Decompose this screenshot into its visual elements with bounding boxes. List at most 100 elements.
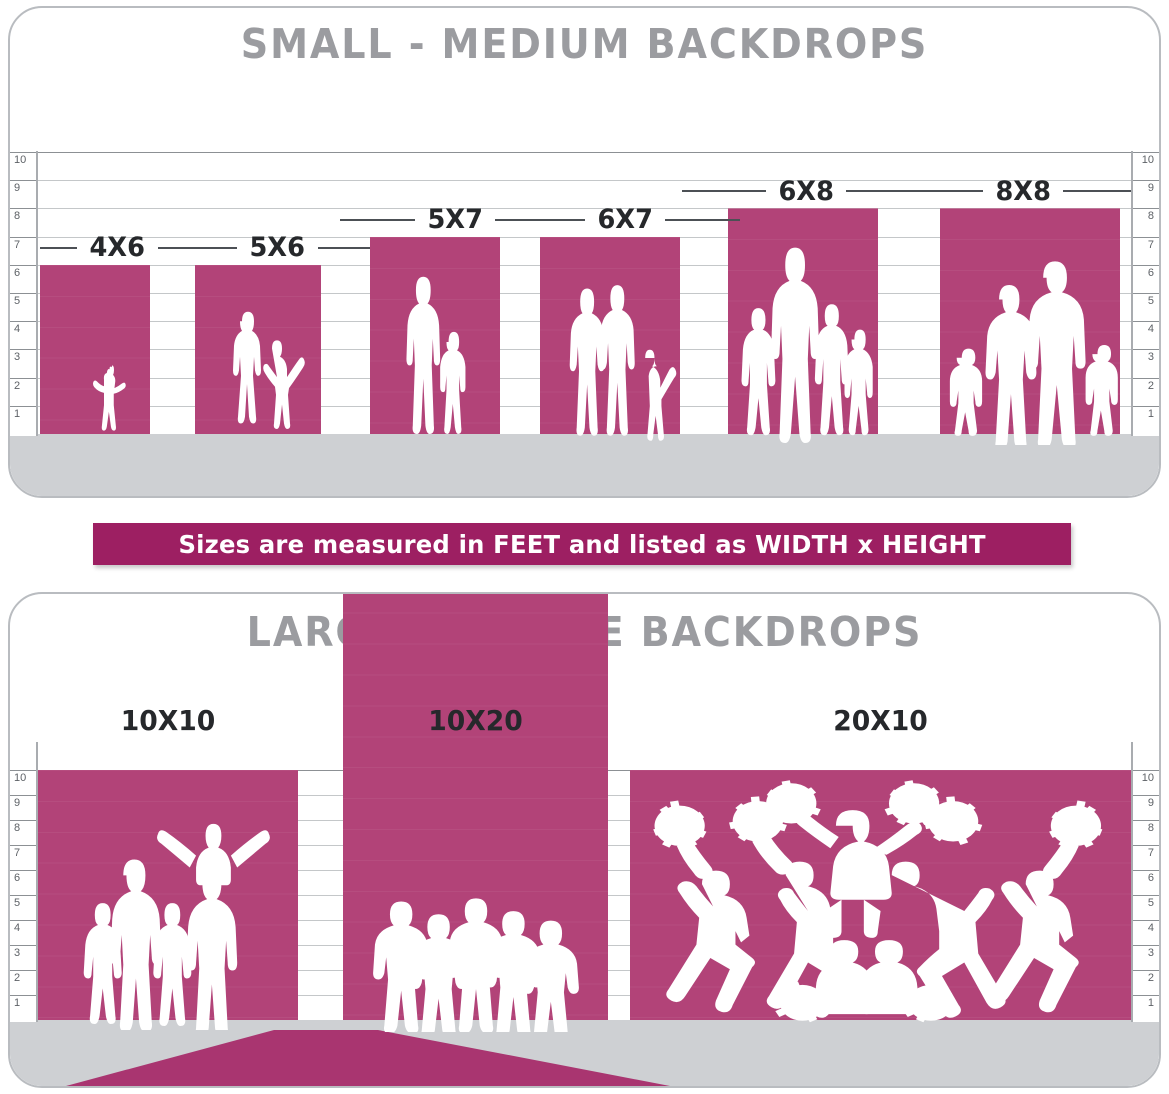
- leader-line-left: [898, 190, 983, 193]
- panel-title-small-medium: SMALL - MEDIUM BACKDROPS: [240, 20, 929, 68]
- scale-tick-3: 3: [1133, 945, 1159, 959]
- size-label-text: 8X8: [995, 175, 1051, 207]
- scale-tick-7: 7: [10, 236, 36, 251]
- scale-tick-label: 4: [14, 323, 21, 336]
- leader-line-right: [1063, 190, 1149, 193]
- scale-tick-label: 7: [1147, 238, 1154, 251]
- scale-tick-10: 10: [1133, 152, 1159, 166]
- scale-tick-label: 6: [14, 266, 21, 279]
- leader-line-left: [340, 218, 415, 221]
- size-label-10x10: 10X10: [120, 704, 216, 737]
- bar-texture: [40, 264, 150, 434]
- small-medium-backdrops-panel: SMALL - MEDIUM BACKDROPS 1 2 3 4 5 6 7 8 9 10 1 2 3…: [8, 6, 1161, 498]
- scale-tick-label: 6: [1147, 872, 1154, 884]
- size-label-5x6: 5X6: [185, 231, 371, 265]
- scale-ruler-right: 1 2 3 4 5 6 7 8 9 10: [1131, 151, 1159, 436]
- scale-tick-10: 10: [10, 152, 36, 166]
- scale-tick-10: 10: [10, 770, 36, 784]
- size-label-text: 6X7: [597, 204, 653, 236]
- leader-line-left: [510, 218, 585, 221]
- scale-tick-7: 7: [1133, 845, 1159, 859]
- scale-tick-8: 8: [1133, 208, 1159, 222]
- scale-tick-1: 1: [10, 995, 36, 1009]
- scale-tick-label: 1: [14, 997, 21, 1009]
- scale-tick-label: 8: [14, 822, 21, 834]
- scale-tick-label: 10: [1141, 154, 1154, 166]
- measurement-note-banner: Sizes are measured in FEET and listed as…: [93, 523, 1071, 565]
- scale-tick-label: 10: [14, 772, 27, 784]
- backdrop-bar-4x6: [40, 264, 150, 434]
- scale-tick-label: 7: [14, 238, 21, 251]
- scale-tick-label: 4: [14, 922, 21, 934]
- scale-tick-label: 4: [1147, 922, 1154, 934]
- silhouette-group-one-child-waving: [65, 338, 143, 442]
- scale-tick-1: 1: [10, 405, 36, 420]
- leader-line-right: [665, 218, 741, 221]
- size-label-text: 4X6: [89, 232, 146, 264]
- silhouette-group-couple-and-child: [550, 262, 680, 444]
- scale-tick-2: 2: [1133, 377, 1159, 392]
- silhouette-group-man-and-boy: [378, 260, 496, 444]
- large-xlarge-chart-stage: 1 2 3 4 5 6 7 8 9 10 1 2 3 4 5 6 7 8 9 10 10X10 10X20: [10, 594, 1159, 1086]
- scale-tick-2: 2: [1133, 970, 1159, 984]
- scale-tick-10: 10: [1133, 770, 1159, 784]
- scale-tick-8: 8: [10, 208, 36, 222]
- scale-tick-1: 1: [1133, 405, 1159, 420]
- size-label-20x10: 20X10: [833, 704, 928, 737]
- scale-tick-label: 5: [14, 897, 21, 909]
- scale-tick-6: 6: [10, 264, 36, 279]
- pink-runway-carpet: [10, 1016, 1159, 1086]
- scale-tick-label: 8: [14, 210, 21, 223]
- silhouette-group-woman-and-child: [208, 294, 320, 444]
- scale-tick-9: 9: [1133, 795, 1159, 809]
- size-label-text: 5X7: [427, 204, 483, 236]
- scale-tick-8: 8: [1133, 820, 1159, 834]
- gridline-8ft: [38, 208, 1131, 210]
- scale-tick-label: 2: [14, 379, 21, 392]
- size-label-text: 6X8: [778, 175, 834, 207]
- scale-tick-5: 5: [10, 293, 36, 307]
- scale-tick-9: 9: [1133, 180, 1159, 194]
- leader-line-left: [185, 246, 238, 249]
- size-label-text: 5X6: [249, 232, 306, 264]
- scale-tick-3: 3: [1133, 349, 1159, 363]
- scale-tick-label: 8: [1147, 210, 1154, 223]
- scale-tick-label: 9: [1147, 182, 1154, 195]
- scale-tick-label: 2: [1147, 972, 1154, 984]
- scale-tick-label: 8: [1147, 822, 1154, 834]
- scale-tick-6: 6: [1133, 870, 1159, 884]
- scale-tick-label: 9: [14, 182, 21, 195]
- scale-tick-label: 3: [14, 351, 21, 364]
- scale-tick-label: 10: [1141, 772, 1154, 784]
- scale-ruler-left: 1 2 3 4 5 6 7 8 9 10: [10, 742, 38, 1022]
- scale-tick-label: 5: [1147, 897, 1154, 909]
- scale-tick-label: 2: [14, 972, 21, 984]
- scale-tick-2: 2: [10, 970, 36, 984]
- scale-tick-1: 1: [1133, 995, 1159, 1009]
- scale-tick-3: 3: [10, 945, 36, 959]
- leader-line-right: [317, 246, 371, 249]
- measurement-note-text: Sizes are measured in FEET and listed as…: [178, 529, 986, 559]
- silhouette-group-family-with-child-on-shoulders: [60, 808, 272, 1038]
- scale-tick-label: 1: [1147, 407, 1154, 420]
- size-label-5x7: 5X7: [340, 203, 571, 237]
- small-medium-chart-stage: 1 2 3 4 5 6 7 8 9 10 1 2 3 4 5 6 7 8 9 10 4X6 5X6 5X7 6X7 …: [10, 151, 1159, 496]
- scale-tick-5: 5: [1133, 293, 1159, 307]
- leader-line-left: [682, 190, 766, 193]
- silhouette-group-family-of-four: [726, 230, 884, 445]
- scale-tick-3: 3: [10, 349, 36, 363]
- scale-tick-4: 4: [10, 920, 36, 934]
- scale-tick-4: 4: [10, 321, 36, 335]
- scale-ruler-right: 1 2 3 4 5 6 7 8 9 10: [1131, 742, 1159, 1022]
- size-label-8x8: 8X8: [898, 174, 1149, 208]
- scale-tick-label: 7: [14, 847, 21, 859]
- scale-tick-4: 4: [1133, 321, 1159, 335]
- scale-tick-label: 6: [14, 872, 21, 884]
- size-label-4x6: 4X6: [40, 231, 196, 265]
- silhouette-group-family-of-five: [938, 245, 1128, 451]
- size-label-6x7: 6X7: [510, 203, 741, 237]
- scale-tick-9: 9: [10, 795, 36, 809]
- scale-tick-5: 5: [10, 895, 36, 909]
- scale-tick-7: 7: [10, 845, 36, 859]
